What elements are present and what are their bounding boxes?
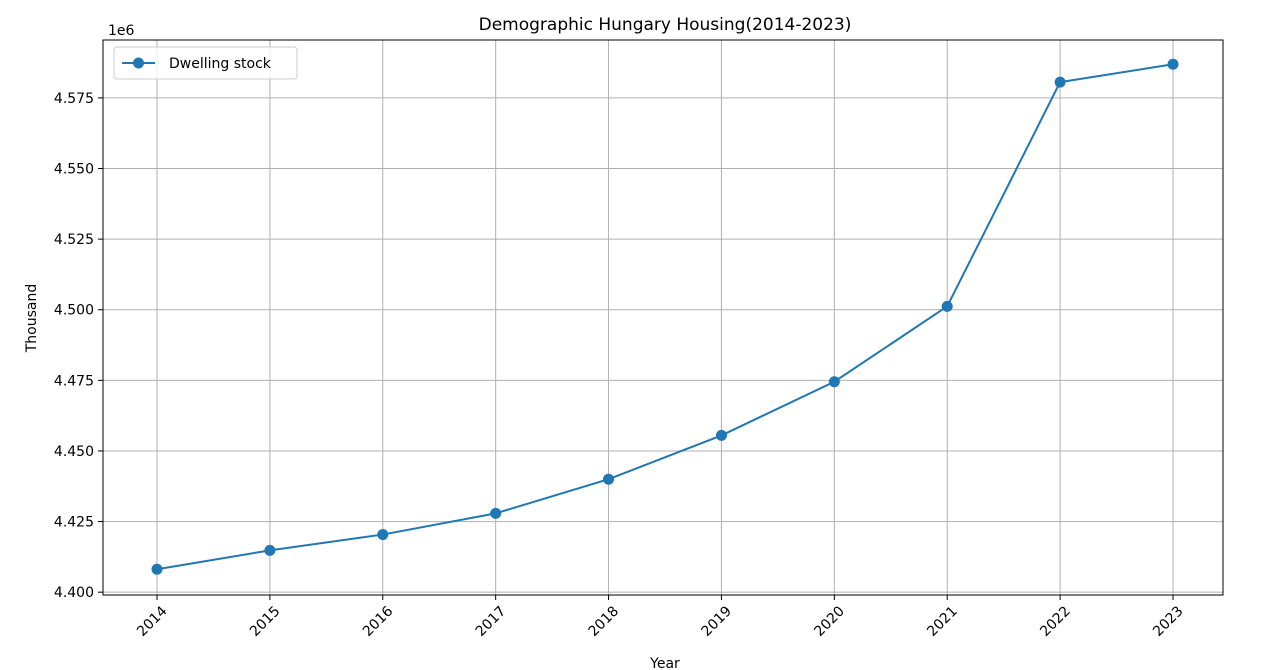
legend-box xyxy=(113,46,298,80)
data-point xyxy=(1054,76,1066,88)
y-tick-label: 4.550 xyxy=(54,162,94,178)
x-tick-label: 2017 xyxy=(473,603,510,640)
legend: Dwelling stock xyxy=(113,46,298,80)
y-offset-label: 1e6 xyxy=(108,23,135,39)
y-tick-label: 4.525 xyxy=(54,232,94,248)
plot-frame xyxy=(102,39,1224,596)
y-tick-label: 4.475 xyxy=(54,373,94,389)
data-point xyxy=(828,376,840,388)
data-point xyxy=(941,300,953,312)
y-tick-label: 4.500 xyxy=(54,303,94,319)
x-axis-label: Year xyxy=(649,656,680,670)
x-tick-label: 2016 xyxy=(360,603,397,640)
x-tick-label: 2018 xyxy=(586,603,623,640)
data-point xyxy=(264,544,276,556)
data-point xyxy=(490,507,502,519)
series-layer xyxy=(151,58,1179,575)
x-tick-label: 2020 xyxy=(811,603,848,640)
data-point xyxy=(151,563,163,575)
data-point xyxy=(377,529,389,541)
legend-label: Dwelling stock xyxy=(169,56,272,72)
y-tick-label: 4.425 xyxy=(54,515,94,531)
x-tick-label: 2023 xyxy=(1150,603,1187,640)
chart-title: Demographic Hungary Housing(2014-2023) xyxy=(479,15,852,35)
series-line xyxy=(156,63,1174,571)
data-point xyxy=(603,473,615,485)
data-point xyxy=(715,429,727,441)
legend-marker xyxy=(133,57,144,69)
y-tick-label: 4.450 xyxy=(54,444,94,460)
grid-lines xyxy=(103,40,1223,595)
y-tick-label: 4.575 xyxy=(54,91,94,107)
x-tick-label: 2014 xyxy=(134,603,171,640)
x-tick-label: 2015 xyxy=(247,603,284,640)
x-tick-label: 2021 xyxy=(924,603,961,640)
data-point xyxy=(1167,58,1179,70)
x-tick-label: 2019 xyxy=(699,603,736,640)
x-tick-label: 2022 xyxy=(1037,603,1074,640)
y-tick-label: 4.400 xyxy=(54,585,94,601)
y-axis-label: Thousand xyxy=(24,284,40,354)
